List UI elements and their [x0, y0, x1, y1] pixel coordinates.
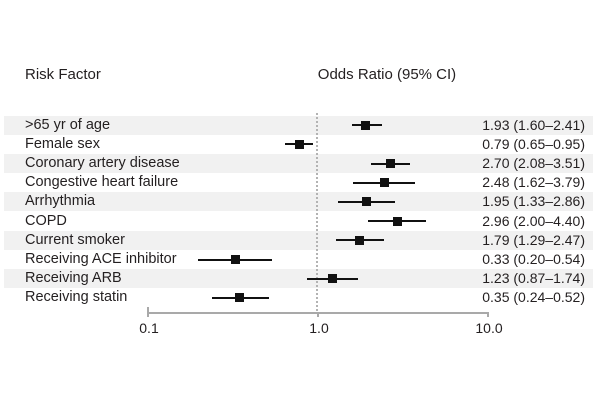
- row-label: Current smoker: [25, 231, 125, 248]
- row-value: 2.48 (1.62–3.79): [482, 174, 585, 191]
- row-value: 1.79 (1.29–2.47): [482, 231, 585, 248]
- row-band: [4, 192, 593, 212]
- row-label: Arrhythmia: [25, 193, 96, 210]
- row-band: [4, 153, 593, 174]
- row-band: [4, 230, 593, 250]
- axis-tick-label: 1.0: [309, 319, 329, 336]
- risk-factor-column-header: Risk Factor: [25, 66, 101, 83]
- or-marker: [230, 255, 240, 264]
- row-label: Coronary artery disease: [25, 154, 180, 171]
- row-value: 1.95 (1.33–2.86): [482, 193, 585, 210]
- axis-tick: [317, 311, 319, 317]
- odds-ratio-column-header: Odds Ratio (95% CI): [317, 66, 457, 83]
- row-label: Receiving statin: [25, 289, 128, 306]
- row-label: Receiving ARB: [25, 270, 122, 287]
- reference-line: [316, 113, 318, 311]
- row-band: [4, 269, 593, 289]
- row-value: 2.96 (2.00–4.40): [482, 212, 585, 229]
- or-marker: [361, 120, 371, 130]
- row-label: COPD: [25, 212, 67, 229]
- row-band: [4, 115, 593, 135]
- row-value: 0.79 (0.65–0.95): [482, 135, 585, 152]
- or-marker: [361, 197, 371, 207]
- row-label: >65 yr of age: [25, 116, 111, 133]
- axis-tick-label: 0.1: [139, 319, 159, 336]
- axis-tick: [147, 306, 149, 317]
- or-marker: [385, 159, 395, 168]
- or-marker: [379, 178, 389, 188]
- axis-tick-label: 10.0: [475, 319, 503, 336]
- or-marker: [392, 216, 402, 226]
- row-label: Congestive heart failure: [25, 174, 179, 191]
- or-marker: [234, 293, 244, 303]
- or-marker: [355, 235, 365, 245]
- row-value: 0.35 (0.24–0.52): [482, 289, 585, 306]
- or-marker: [327, 274, 337, 284]
- row-label: Female sex: [25, 135, 100, 152]
- row-value: 1.23 (0.87–1.74): [482, 270, 585, 287]
- row-value: 0.33 (0.20–0.54): [482, 250, 585, 267]
- row-value: 1.93 (1.60–2.41): [482, 116, 585, 133]
- axis-tick: [487, 311, 489, 317]
- row-label: Receiving ACE inhibitor: [25, 250, 177, 267]
- or-marker: [295, 139, 305, 149]
- row-value: 2.70 (2.08–3.51): [482, 154, 585, 171]
